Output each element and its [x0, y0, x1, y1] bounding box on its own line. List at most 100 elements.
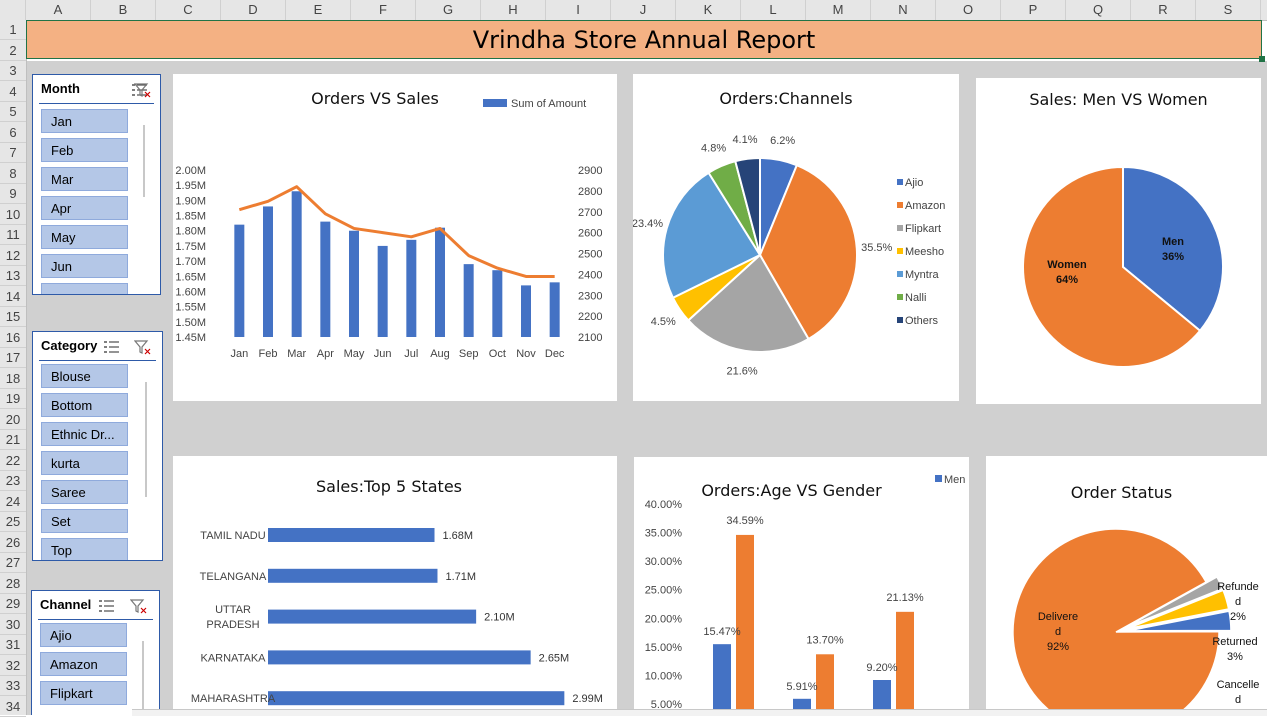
chart-top-5-states[interactable]: Sales:Top 5 States 1.68M TAMIL NADU 1.71M T… [173, 456, 617, 715]
row-header-10[interactable]: 10 [0, 205, 26, 225]
row-header-15[interactable]: 15 [0, 307, 26, 327]
row-header-27[interactable]: 27 [0, 553, 26, 573]
column-header-G[interactable]: G [416, 0, 481, 20]
row-header-19[interactable]: 19 [0, 389, 26, 409]
row-header-31[interactable]: 31 [0, 635, 26, 655]
row-header-9[interactable]: 9 [0, 184, 26, 204]
chart-orders-vs-sales[interactable]: Orders VS Sales Sum of Amount 2.00M 1.95M… [173, 74, 617, 401]
row-header-1[interactable]: 1 [0, 20, 26, 40]
slicer-scrollbar[interactable] [143, 125, 145, 197]
row-header-26[interactable]: 26 [0, 533, 26, 553]
slicer-item[interactable]: kurta [41, 451, 128, 475]
slicer-item[interactable]: Blouse [41, 364, 128, 388]
chart-sales-men-vs-women[interactable]: Sales: Men VS Women Men 36% Women 64% [976, 78, 1261, 404]
row-header-5[interactable]: 5 [0, 102, 26, 122]
column-header-P[interactable]: P [1001, 0, 1066, 20]
row-header-23[interactable]: 23 [0, 471, 26, 491]
row-header-6[interactable]: 6 [0, 123, 26, 143]
clear-filter-icon[interactable] [134, 82, 152, 98]
column-header-B[interactable]: B [91, 0, 156, 20]
slicer-item[interactable]: Top [41, 538, 128, 560]
row-header-25[interactable]: 25 [0, 512, 26, 532]
row-header-32[interactable]: 32 [0, 656, 26, 676]
row-header-24[interactable]: 24 [0, 492, 26, 512]
y-axis-tick: 35.00% [645, 528, 683, 540]
slicer-item[interactable]: Amazon [40, 652, 127, 676]
row-header-14[interactable]: 14 [0, 287, 26, 307]
row-header-21[interactable]: 21 [0, 430, 26, 450]
row-header-8[interactable]: 8 [0, 164, 26, 184]
column-header-R[interactable]: R [1131, 0, 1196, 20]
column-header-S[interactable]: S [1196, 0, 1261, 20]
row-header-30[interactable]: 30 [0, 615, 26, 635]
column-header-K[interactable]: K [676, 0, 741, 20]
row-header-18[interactable]: 18 [0, 369, 26, 389]
slicer-item[interactable]: Jun [41, 254, 128, 278]
slicer-scrollbar[interactable] [142, 641, 144, 713]
column-header-D[interactable]: D [221, 0, 286, 20]
column-header-A[interactable]: A [26, 0, 91, 20]
column-header-O[interactable]: O [936, 0, 1001, 20]
legend-label: Amazon [905, 200, 945, 212]
column-header-N[interactable]: N [871, 0, 936, 20]
row-header-13[interactable]: 13 [0, 266, 26, 286]
slicer-month[interactable]: Month Jan Feb Mar Apr May Jun [32, 74, 161, 295]
slicer-channel[interactable]: Channel Ajio Amazon Flipkart [31, 590, 160, 715]
report-title[interactable]: Vrindha Store Annual Report [26, 20, 1265, 62]
column-header-J[interactable]: J [611, 0, 676, 20]
chart-order-status[interactable]: Order Status Delivere d 92% Refunde d 2% Retur… [986, 456, 1267, 715]
x-axis-tick: Jul [404, 348, 418, 360]
chart-age-vs-gender[interactable]: Orders:Age VS Gender Men 40.00% 35.00% 30.… [634, 457, 969, 715]
row-header-34[interactable]: 34 [0, 697, 26, 717]
slicer-item[interactable]: Apr [41, 196, 128, 220]
clear-filter-icon[interactable] [130, 598, 148, 614]
slicer-item[interactable]: Set [41, 509, 128, 533]
column-header-E[interactable]: E [286, 0, 351, 20]
row-header-29[interactable]: 29 [0, 594, 26, 614]
column-header-M[interactable]: M [806, 0, 871, 20]
column-header-H[interactable]: H [481, 0, 546, 20]
slicer-item[interactable]: Mar [41, 167, 128, 191]
clear-filter-icon[interactable] [134, 339, 152, 355]
column-header-I[interactable]: I [546, 0, 611, 20]
slicer-scrollbar[interactable] [145, 382, 147, 497]
slicer-divider [38, 619, 153, 620]
bar-women [736, 534, 754, 715]
row-header-17[interactable]: 17 [0, 348, 26, 368]
row-header-11[interactable]: 11 [0, 225, 26, 245]
row-header-7[interactable]: 7 [0, 143, 26, 163]
select-all-corner[interactable] [0, 0, 26, 20]
row-header-33[interactable]: 33 [0, 676, 26, 696]
row-header-3[interactable]: 3 [0, 61, 26, 81]
y-axis-tick-left: 2.00M [175, 165, 206, 177]
slicer-item-partial[interactable] [41, 283, 128, 294]
column-header-F[interactable]: F [351, 0, 416, 20]
column-header-L[interactable]: L [741, 0, 806, 20]
slicer-item[interactable]: Ajio [40, 623, 127, 647]
slicer-item[interactable]: Ethnic Dr... [41, 422, 128, 446]
row-header-22[interactable]: 22 [0, 451, 26, 471]
column-header-Q[interactable]: Q [1066, 0, 1131, 20]
slicer-item[interactable]: May [41, 225, 128, 249]
row-header-2[interactable]: 2 [0, 41, 26, 61]
slicer-item[interactable]: Saree [41, 480, 128, 504]
orders-channels-plot: 6.2% 35.5% 21.6% 4.5% 23.4% 4.8% 4.1% Ajio Amazo… [633, 134, 945, 378]
chart-orders-channels[interactable]: Orders:Channels 6.2% 35.5% 21.6% 4.5% 23.4% 4… [633, 74, 959, 401]
multi-select-icon[interactable] [103, 339, 121, 355]
slicer-category[interactable]: Category Blouse Bottom Ethnic Dr... kurt… [32, 331, 163, 561]
slicer-item[interactable]: Jan [41, 109, 128, 133]
slicer-item[interactable]: Bottom [41, 393, 128, 417]
row-header-20[interactable]: 20 [0, 410, 26, 430]
row-header-12[interactable]: 12 [0, 246, 26, 266]
multi-select-icon[interactable] [98, 598, 116, 614]
y-axis-tick: TELANGANA [200, 571, 267, 583]
x-axis-tick: Feb [259, 348, 278, 360]
column-header-C[interactable]: C [156, 0, 221, 20]
row-header-4[interactable]: 4 [0, 82, 26, 102]
row-header-28[interactable]: 28 [0, 574, 26, 594]
y-axis-tick-left: 1.55M [175, 302, 206, 314]
slicer-item[interactable]: Flipkart [40, 681, 127, 705]
row-header-16[interactable]: 16 [0, 328, 26, 348]
slicer-item[interactable]: Feb [41, 138, 128, 162]
legend-label: Ajio [905, 177, 923, 189]
